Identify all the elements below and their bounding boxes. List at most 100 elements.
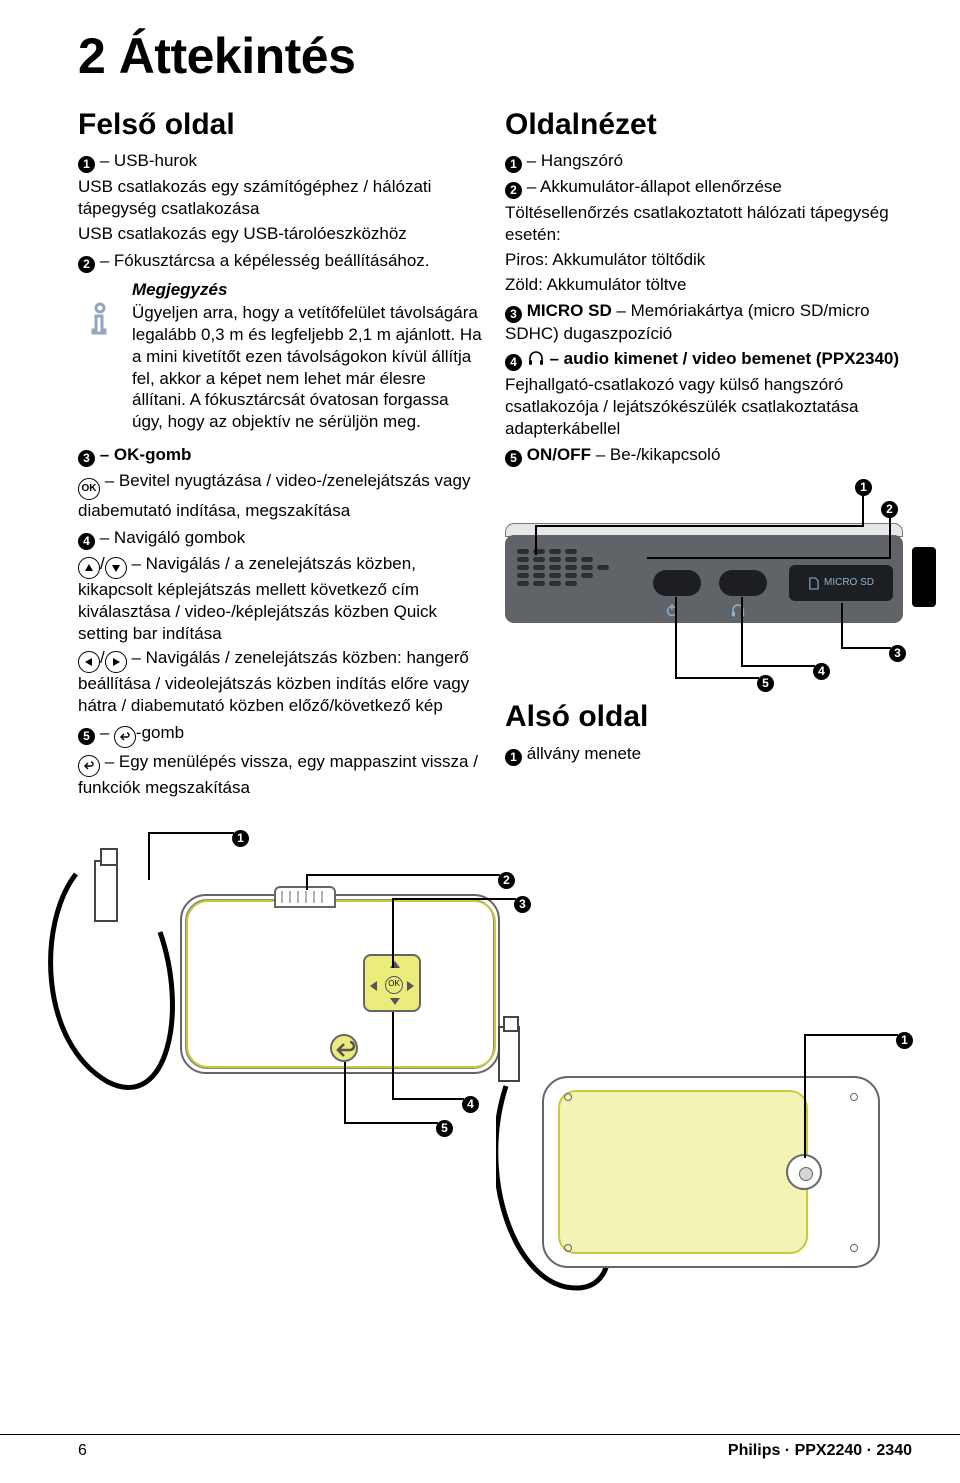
item-5-label: -gomb bbox=[136, 723, 184, 742]
callout-3-side: 3 bbox=[889, 639, 906, 662]
callout-1-bottom: 1 bbox=[896, 1026, 913, 1049]
marker-2b: 2 bbox=[505, 182, 522, 199]
callout-line bbox=[862, 491, 864, 525]
callout-marker: 1 bbox=[896, 1032, 913, 1049]
section-heading-side: Oldalnézet bbox=[505, 106, 912, 144]
callout-line bbox=[306, 874, 500, 876]
device-side-end bbox=[912, 547, 936, 607]
device-bottom-panel bbox=[558, 1090, 808, 1254]
callout-line bbox=[344, 1122, 438, 1124]
item-3: 3 – OK-gomb OK – Bevitel nyugtázása / vi… bbox=[78, 444, 483, 522]
callout-marker: 2 bbox=[498, 872, 515, 889]
callout-line bbox=[647, 557, 891, 559]
right-column: Oldalnézet 1 – Hangszóró 2 – Akkumulátor… bbox=[505, 106, 912, 804]
callout-marker: 5 bbox=[436, 1120, 453, 1137]
item-3-label: – OK-gomb bbox=[100, 445, 192, 464]
headphone-icon bbox=[527, 349, 545, 367]
side-item-2-a: Töltésellenőrzés csatlakoztatott hálózat… bbox=[505, 202, 912, 246]
nav-down bbox=[390, 998, 400, 1005]
two-column-layout: Felső oldal 1 – USB-hurok USB csatlakozá… bbox=[78, 106, 912, 804]
callout-line bbox=[741, 665, 815, 667]
item-4-body-b: – Navigálás / zenelejátszás közben: hang… bbox=[78, 648, 469, 715]
note-title: Megjegyzés bbox=[132, 279, 483, 301]
tripod-mount bbox=[786, 1154, 822, 1190]
page-footer: 6 Philips · PPX2240 · 2340 bbox=[0, 1434, 960, 1461]
callout-4-side: 4 bbox=[813, 657, 830, 680]
micro-sd-label: MICRO SD bbox=[824, 577, 874, 590]
nav-down-icon bbox=[105, 557, 127, 579]
left-column: Felső oldal 1 – USB-hurok USB csatlakozá… bbox=[78, 106, 483, 804]
callout-line bbox=[741, 597, 743, 665]
marker-4: 4 bbox=[78, 533, 95, 550]
bottom-item-1: 1 állvány menete bbox=[505, 743, 912, 766]
callout-line bbox=[148, 832, 234, 834]
side-item-2-b: Piros: Akkumulátor töltődik bbox=[505, 249, 912, 271]
item-1-label: – USB-hurok bbox=[100, 151, 197, 170]
nav-left bbox=[370, 981, 377, 991]
back-icon bbox=[114, 726, 136, 748]
callout-4-top: 4 bbox=[462, 1090, 479, 1113]
section-heading-bottom: Alsó oldal bbox=[505, 698, 912, 736]
callout-line bbox=[306, 874, 308, 890]
callout-marker: 5 bbox=[757, 675, 774, 692]
foot bbox=[850, 1244, 858, 1252]
side-view-diagram: MICRO SD 1 2 3 4 5 bbox=[505, 473, 923, 688]
callout-line bbox=[535, 525, 537, 555]
callout-line bbox=[392, 898, 394, 968]
note-body-text: Ügyeljen arra, hogy a vetítőfelület távo… bbox=[132, 302, 483, 433]
side-item-2-label: – Akkumulátor-állapot ellenőrzése bbox=[527, 177, 782, 196]
side-item-3: 3 MICRO SD – Memóriakártya (micro SD/mic… bbox=[505, 300, 912, 345]
callout-line bbox=[889, 513, 891, 557]
side-item-1: 1 – Hangszóró bbox=[505, 150, 912, 173]
page-number: 6 bbox=[78, 1441, 87, 1461]
item-3-body: – Bevitel nyugtázása / video-/zenelejáts… bbox=[78, 471, 470, 520]
side-item-5: 5 ON/OFF – Be-/kikapcsoló bbox=[505, 444, 912, 467]
marker-1c: 1 bbox=[505, 749, 522, 766]
nav-left-icon bbox=[78, 651, 100, 673]
callout-line bbox=[392, 1098, 464, 1100]
side-item-3-pre: MICRO SD bbox=[527, 301, 612, 320]
headphone-jack-slot bbox=[719, 570, 767, 596]
foot bbox=[564, 1093, 572, 1101]
section-heading-top: Felső oldal bbox=[78, 106, 483, 144]
side-item-4-body: Fejhallgató-csatlakozó vagy külső hangsz… bbox=[505, 374, 912, 439]
callout-5-side: 5 bbox=[757, 669, 774, 692]
callout-3-top: 3 bbox=[514, 890, 531, 913]
callout-line bbox=[841, 603, 843, 647]
callout-2-top: 2 bbox=[498, 866, 515, 889]
callout-line bbox=[841, 647, 891, 649]
bottom-view-diagram: 1 bbox=[500, 1026, 918, 1326]
foot bbox=[564, 1244, 572, 1252]
callout-line bbox=[392, 1012, 394, 1098]
item-4-label: – Navigáló gombok bbox=[100, 528, 246, 547]
note-block: Megjegyzés Ügyeljen arra, hogy a vetítőf… bbox=[78, 279, 483, 436]
callout-marker: 3 bbox=[889, 645, 906, 662]
ok-icon: OK bbox=[78, 478, 100, 500]
usb-plug-2 bbox=[498, 1026, 520, 1082]
item-1: 1 – USB-hurok USB csatlakozás egy számít… bbox=[78, 150, 483, 244]
item-1-desc-a: USB csatlakozás egy számítógéphez / háló… bbox=[78, 176, 483, 220]
callout-line bbox=[535, 525, 864, 527]
callout-line bbox=[392, 898, 516, 900]
speaker-vents bbox=[517, 549, 609, 586]
focus-wheel bbox=[274, 886, 336, 908]
callout-5-top: 5 bbox=[436, 1114, 453, 1137]
marker-1: 1 bbox=[78, 156, 95, 173]
item-4-body-a: – Navigálás / a zenelejátszás közben, ki… bbox=[78, 554, 437, 643]
marker-5b: 5 bbox=[505, 450, 522, 467]
side-item-1-text: – Hangszóró bbox=[527, 151, 623, 170]
back-button bbox=[330, 1034, 358, 1062]
side-item-2: 2 – Akkumulátor-állapot ellenőrzése Tölt… bbox=[505, 176, 912, 295]
info-icon bbox=[78, 297, 122, 341]
nav-right bbox=[407, 981, 414, 991]
callout-marker: 3 bbox=[514, 896, 531, 913]
item-5-body: – Egy menülépés vissza, egy mappaszint v… bbox=[78, 752, 478, 797]
nav-right-icon bbox=[105, 651, 127, 673]
usb-plug bbox=[94, 860, 118, 922]
side-item-5-pre: ON/OFF bbox=[527, 445, 591, 464]
side-item-2-c: Zöld: Akkumulátor töltve bbox=[505, 274, 912, 296]
foot bbox=[850, 1093, 858, 1101]
marker-1b: 1 bbox=[505, 156, 522, 173]
micro-sd-slot: MICRO SD bbox=[789, 565, 893, 601]
back-icon-2 bbox=[78, 755, 100, 777]
